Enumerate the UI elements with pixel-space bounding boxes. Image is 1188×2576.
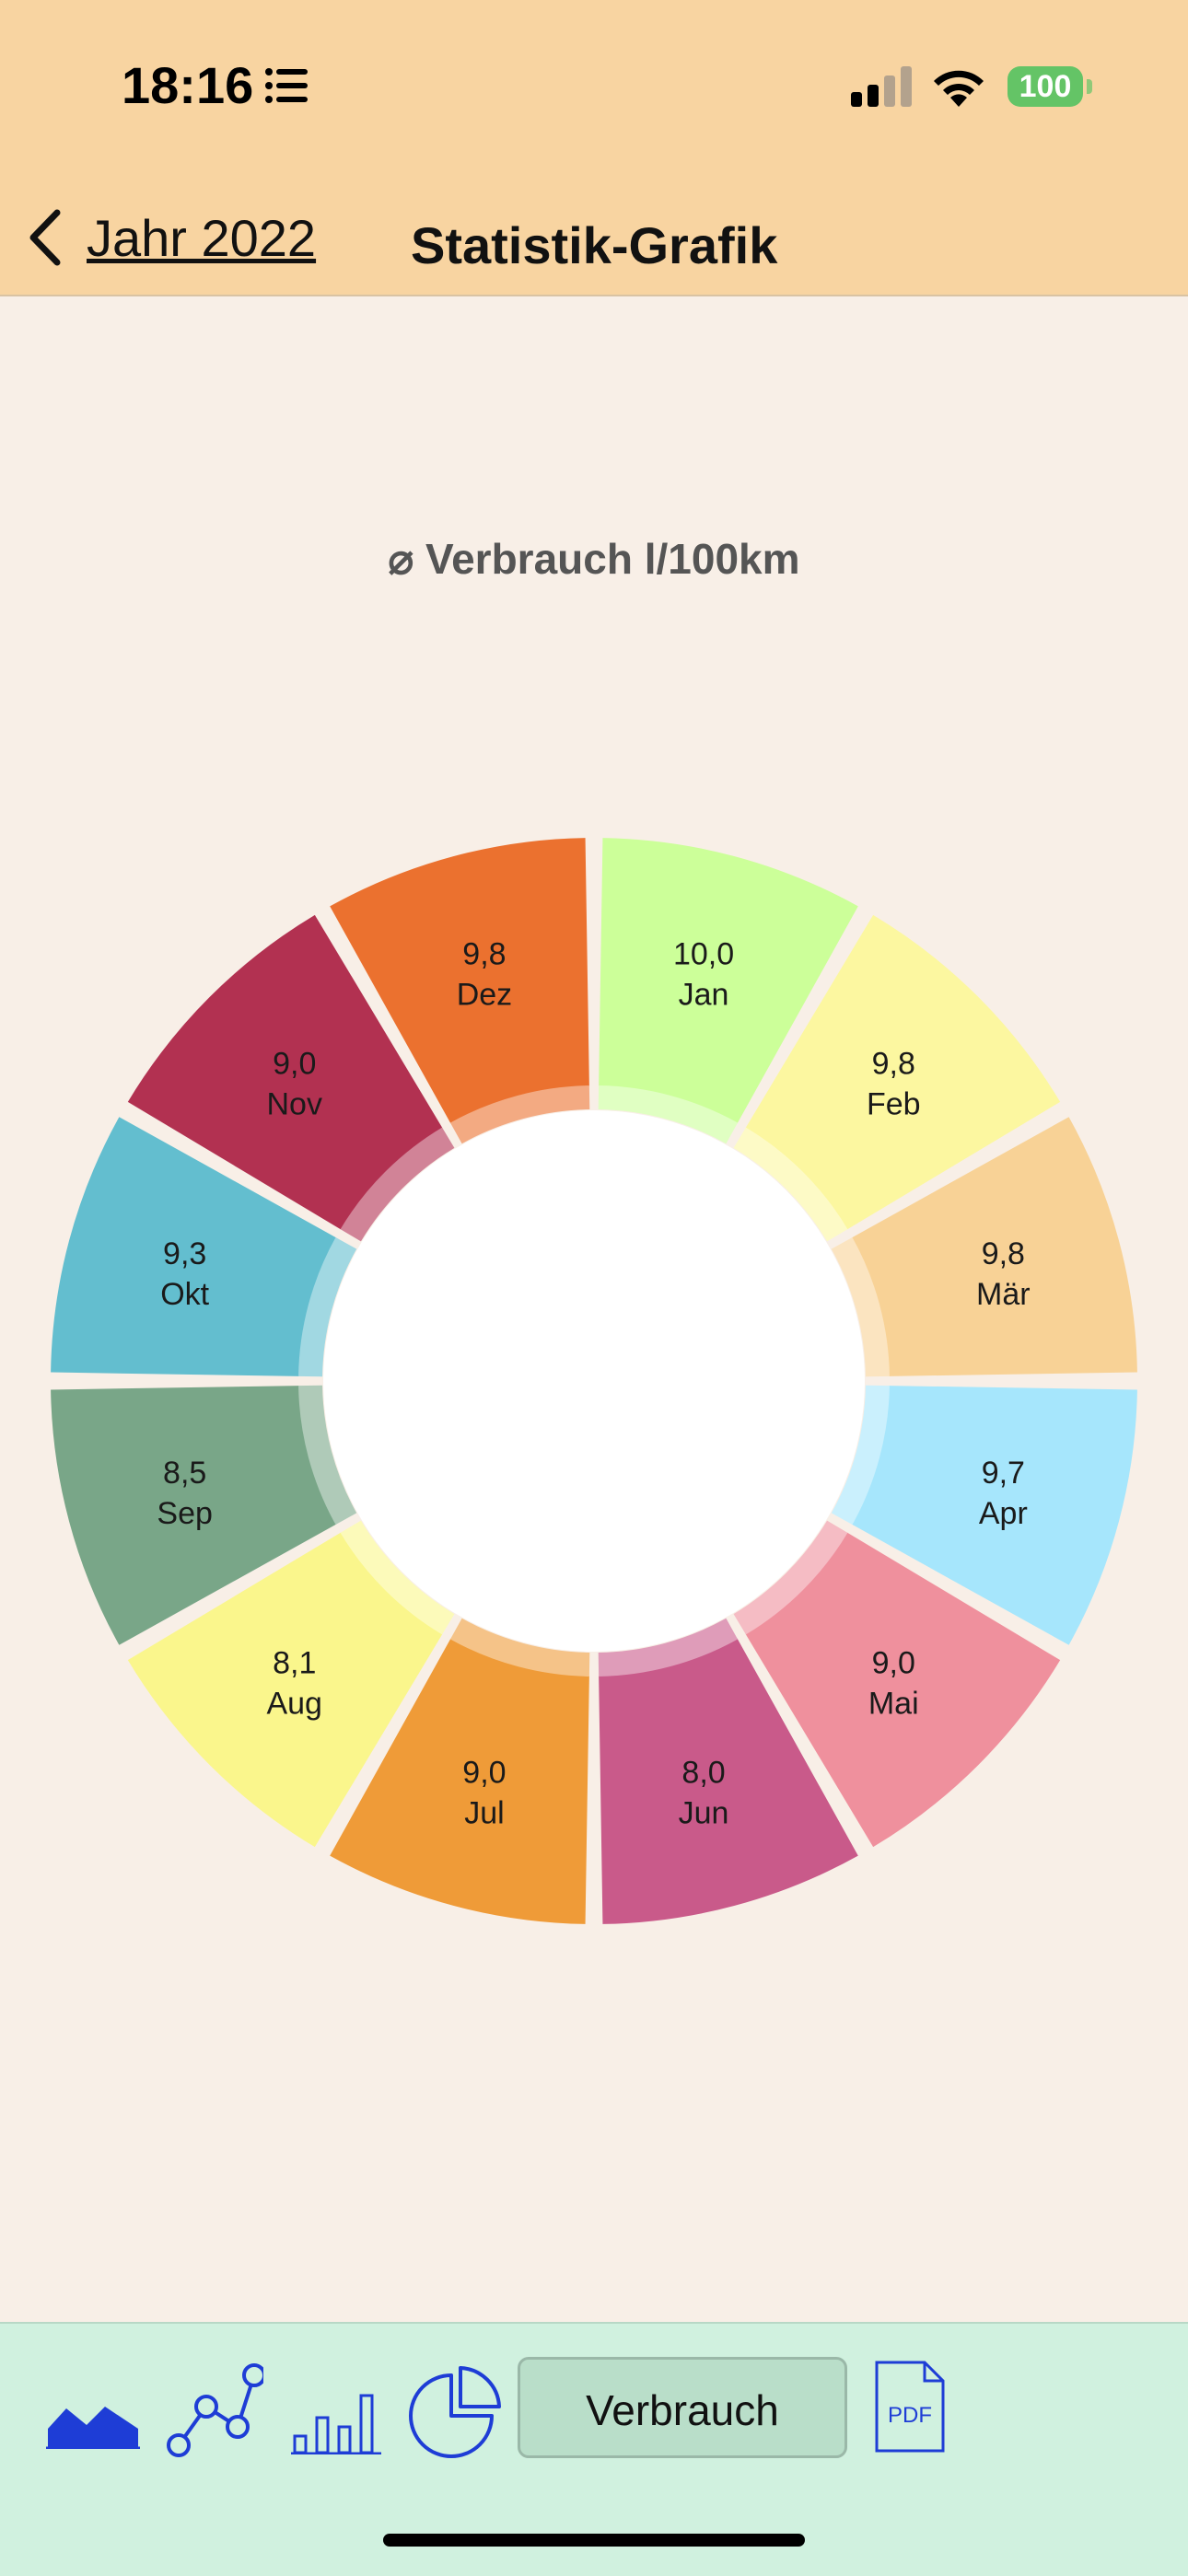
pie-slice-category-label: Mär [976,1277,1031,1312]
pie-slice-category-label: Jun [679,1795,729,1830]
back-button-label: Jahr 2022 [87,208,317,267]
pie-slice-category-label: Feb [867,1087,921,1122]
pie-slice-4[interactable] [851,1386,1137,1645]
navigation-bar: Jahr 2022 Statistik-Grafik [0,175,1188,296]
pie-slice-12[interactable] [330,838,589,1124]
pie-slice-3[interactable] [851,1117,1137,1376]
pie-slice-value-label: 9,8 [462,937,506,972]
line-chart-icon[interactable] [166,2361,263,2458]
pie-slice-category-label: Apr [979,1496,1028,1531]
pie-slice-category-label: Dez [457,978,512,1013]
pie-slice-inner-ring-11 [340,1127,455,1242]
status-time: 18:16 [122,56,254,114]
status-bar: 18:16 100 [0,0,1188,175]
pie-slice-inner-ring-3 [831,1236,890,1377]
pie-slice-value-label: 9,0 [872,1645,915,1680]
pie-slice-value-label: 8,0 [681,1755,725,1790]
pie-slice-inner-ring-12 [449,1085,590,1144]
pie-slice-1[interactable] [599,838,858,1124]
pie-slice-category-label: Okt [160,1277,209,1312]
donut-chart: 10,0 Jan 9,8 Feb 9,8 Mär 9,7 Apr 9,0 Mai 8,0 Jun 9,0… [51,838,1137,1924]
pie-slice-category-label: Jan [679,978,729,1013]
pie-slice-inner-ring-5 [733,1520,848,1635]
pie-slice-category-label: Jul [464,1795,504,1830]
pie-slice-value-label: 10,0 [673,937,734,972]
pie-slice-inner-ring-7 [449,1618,590,1677]
pie-slice-value-label: 9,7 [982,1456,1025,1491]
pie-slice-7[interactable] [330,1638,589,1924]
page-title: Statistik-Grafik [411,216,778,274]
donut-hole [323,1110,865,1652]
area-chart-icon[interactable] [46,2392,140,2449]
pie-slice-inner-ring-6 [598,1618,739,1677]
pie-slice-value-label: 9,0 [273,1047,316,1082]
pie-slice-11[interactable] [127,914,443,1230]
pie-slice-value-label: 9,8 [982,1236,1025,1271]
pie-slice-inner-ring-2 [733,1127,848,1242]
pie-slice-inner-ring-10 [298,1236,357,1377]
pie-slice-category-label: Mai [868,1686,919,1721]
pie-slice-value-label: 8,1 [273,1645,316,1680]
metric-selector-button[interactable]: Verbrauch [518,2357,847,2458]
pie-slice-value-label: 8,5 [163,1456,206,1491]
pie-slice-value-label: 9,3 [163,1236,206,1271]
home-indicator [383,2534,805,2547]
cellular-signal-icon [851,66,912,107]
pie-slice-6[interactable] [599,1638,858,1924]
pie-slice-value-label: 9,8 [872,1047,915,1082]
pie-slice-8[interactable] [127,1532,443,1848]
pie-slice-inner-ring-8 [340,1520,455,1635]
pie-slice-value-label: 9,0 [462,1755,506,1790]
pie-slice-category-label: Nov [266,1087,321,1122]
pie-slice-inner-ring-4 [831,1385,890,1526]
pdf-icon-label: PDF [888,2403,932,2428]
chart-title: ⌀ Verbrauch l/100km [388,535,800,583]
pie-slice-5[interactable] [745,1532,1061,1848]
pie-slice-category-label: Aug [266,1686,322,1721]
pie-slice-inner-ring-1 [598,1085,739,1144]
chevron-left-icon [29,209,61,266]
pdf-icon[interactable]: PDF [875,2361,945,2453]
battery-tip [1087,79,1092,94]
pie-slice-9[interactable] [51,1386,337,1645]
bar-chart-icon[interactable] [291,2390,381,2454]
pie-chart-icon[interactable] [407,2366,503,2462]
pie-slice-2[interactable] [745,914,1061,1230]
pie-slice-inner-ring-9 [298,1385,357,1526]
back-button[interactable]: Jahr 2022 [26,201,316,274]
pie-slice-category-label: Sep [157,1496,213,1531]
wifi-icon [934,70,984,107]
battery-icon: 100 [1007,66,1083,107]
list-icon [265,68,308,103]
pie-slice-10[interactable] [51,1117,337,1376]
